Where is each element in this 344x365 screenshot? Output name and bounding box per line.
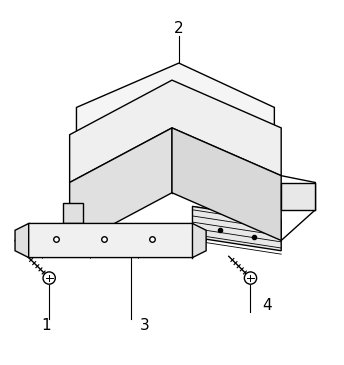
Polygon shape (193, 223, 206, 258)
Polygon shape (172, 128, 281, 241)
Circle shape (244, 272, 257, 284)
Circle shape (43, 272, 55, 284)
Polygon shape (15, 223, 29, 258)
Polygon shape (193, 206, 281, 251)
Polygon shape (63, 203, 83, 223)
Text: 3: 3 (140, 318, 150, 333)
Polygon shape (281, 182, 315, 210)
Text: 2: 2 (174, 22, 184, 36)
Polygon shape (15, 223, 206, 258)
Text: 4: 4 (263, 298, 272, 313)
Polygon shape (69, 128, 172, 247)
Text: 1: 1 (41, 318, 51, 333)
Polygon shape (69, 80, 281, 182)
Polygon shape (76, 63, 275, 165)
